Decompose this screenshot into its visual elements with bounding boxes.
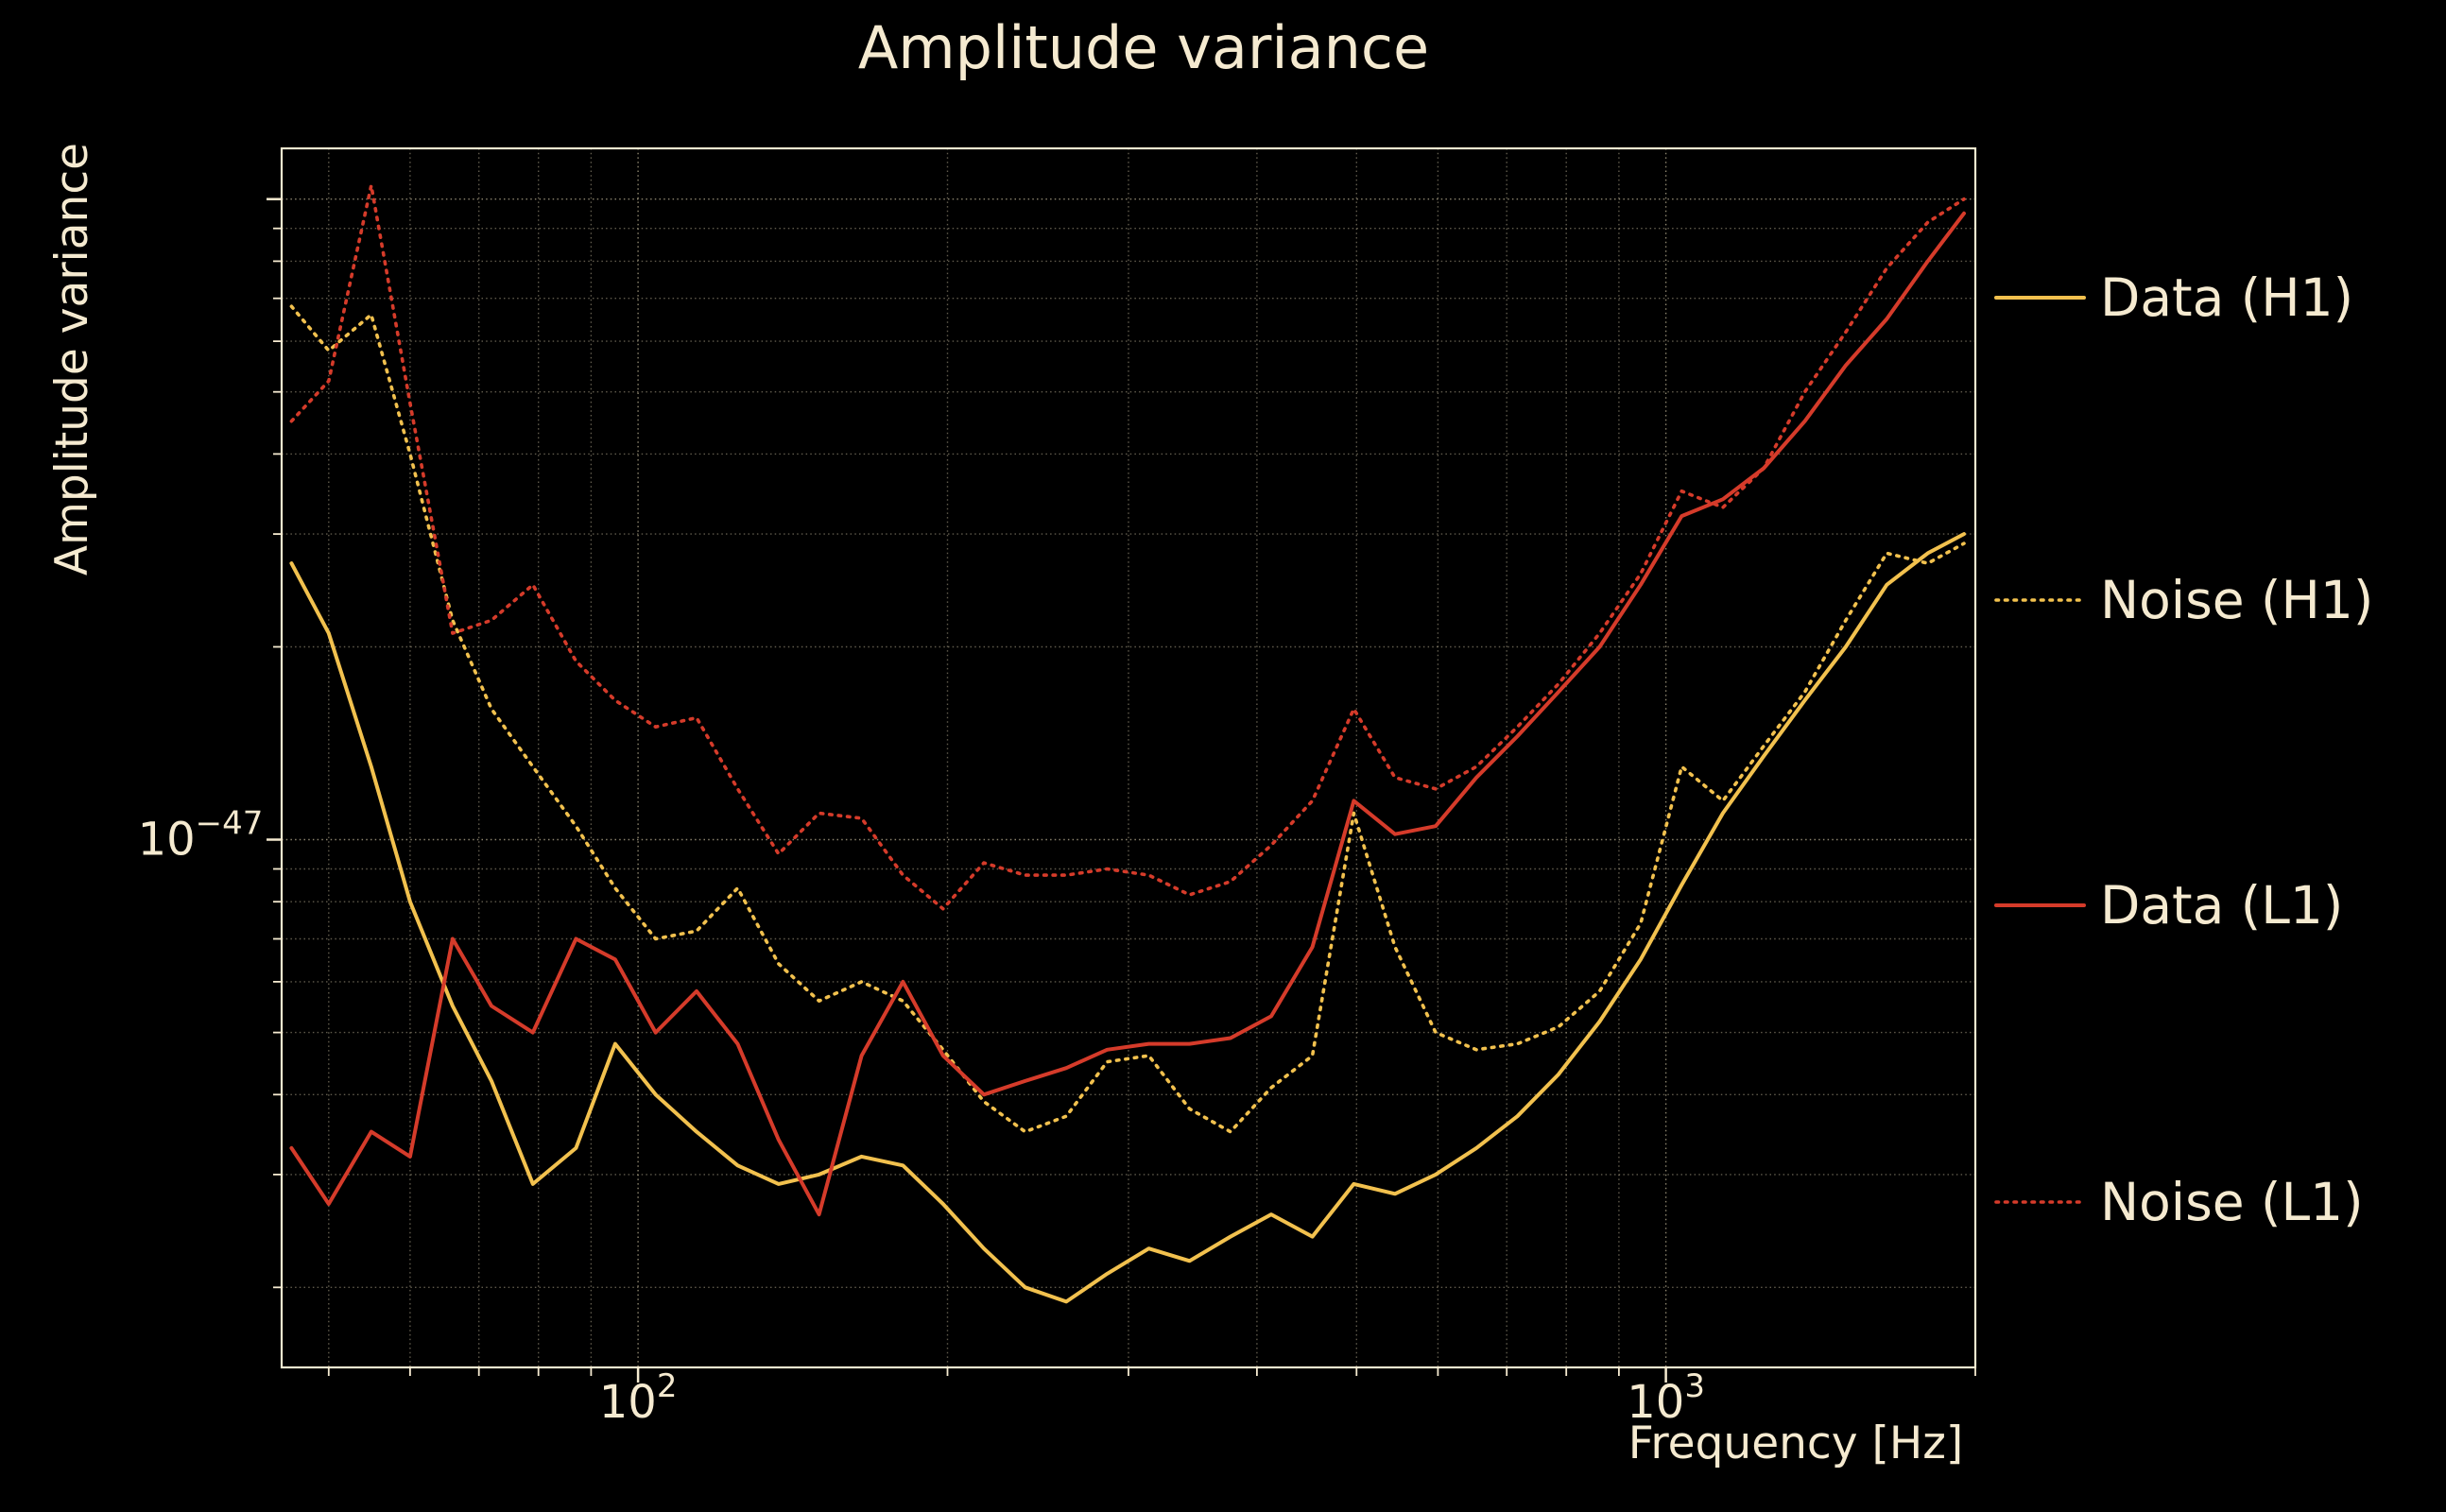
y-tick-label: 10−47 — [138, 805, 264, 867]
y-axis-label: Amplitude variance — [46, 143, 98, 576]
legend-label: Data (L1) — [2100, 875, 2343, 936]
series-noise-h1 — [289, 304, 1966, 1134]
legend-item: Noise (L1) — [1994, 1172, 2364, 1232]
legend: Data (H1) Noise (H1) Data (L1) Noise (L1) — [1994, 267, 2373, 1232]
series-noise-l1 — [289, 183, 1966, 911]
x-tick-label: 102 — [599, 1367, 678, 1429]
chart-title: Amplitude variance — [858, 13, 1429, 82]
legend-item: Data (H1) — [1994, 267, 2353, 328]
series-data-l1 — [289, 211, 1966, 1217]
plot-frame — [280, 146, 1977, 1369]
legend-label: Noise (H1) — [2100, 570, 2373, 630]
legend-item: Noise (H1) — [1994, 570, 2373, 630]
series-data-h1 — [289, 532, 1966, 1304]
legend-item: Data (L1) — [1994, 875, 2343, 936]
x-tick-label: 103 — [1627, 1367, 1705, 1429]
x-axis-label: Frequency [Hz] — [1628, 1418, 1963, 1469]
legend-label: Data (H1) — [2100, 267, 2353, 328]
gridlines — [282, 148, 1976, 1367]
legend-label: Noise (L1) — [2100, 1172, 2364, 1232]
tick-marks — [267, 198, 1976, 1383]
